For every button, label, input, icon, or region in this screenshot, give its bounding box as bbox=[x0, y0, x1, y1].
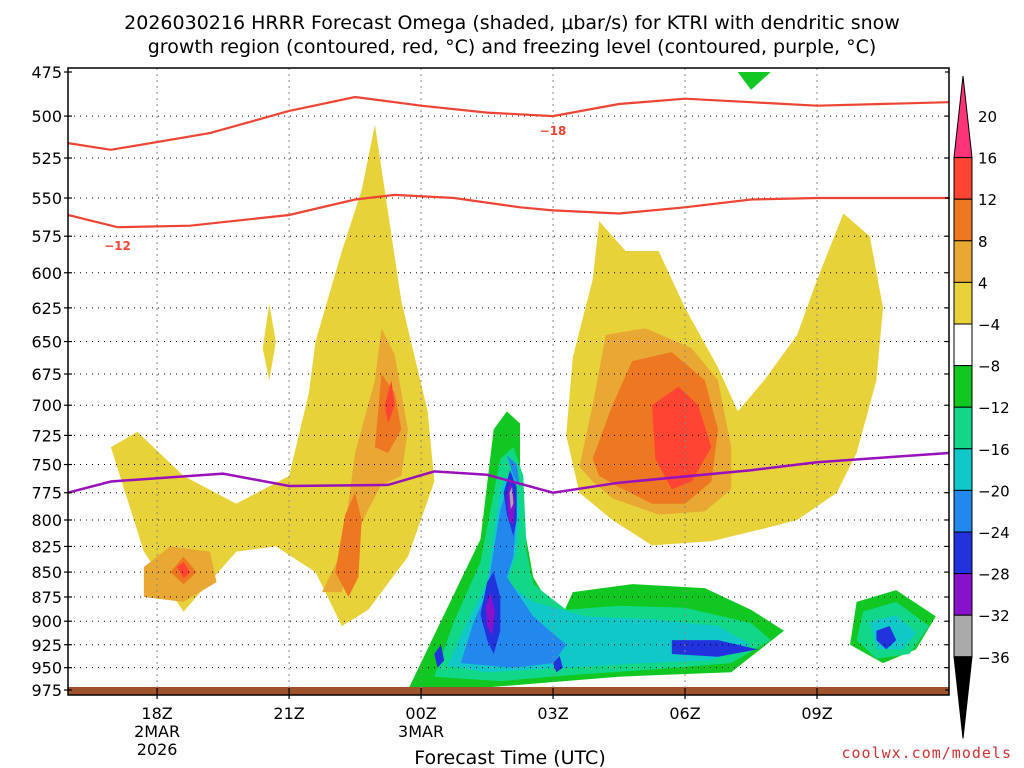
colorbar-swatch-8 bbox=[953, 448, 973, 491]
y-tick-label-800: 800 bbox=[31, 511, 62, 530]
omega-region-neg4-4 bbox=[543, 272, 563, 355]
omega-region-12-1 bbox=[335, 492, 362, 597]
chart-title-line-1: 2026030216 HRRR Forecast Omega (shaded, … bbox=[124, 12, 900, 34]
y-tick-label-700: 700 bbox=[31, 396, 62, 415]
y-tick-label-825: 825 bbox=[31, 537, 62, 556]
y-tick-label-475: 475 bbox=[31, 63, 62, 82]
x-tick-label-18Z-0: 18Z bbox=[141, 704, 172, 723]
x-tick-label-06Z-0: 06Z bbox=[669, 704, 700, 723]
colorbar-label-3: 8 bbox=[978, 233, 988, 251]
omega-region-neg24-5 bbox=[876, 626, 897, 650]
colorbar-swatch-10 bbox=[953, 531, 973, 575]
dendritic-contour-label-0: −18 bbox=[540, 124, 567, 138]
omega-region-4-1 bbox=[262, 303, 276, 381]
colorbar-label-12: −32 bbox=[978, 607, 1010, 625]
y-tick-label-900: 900 bbox=[31, 612, 62, 631]
y-tick-label-750: 750 bbox=[31, 456, 62, 475]
colorbar-label-2: 12 bbox=[978, 191, 997, 209]
y-tick-label-875: 875 bbox=[31, 588, 62, 607]
x-tick-label-09Z-0: 09Z bbox=[801, 704, 832, 723]
x-tick-label-00Z-0: 00Z bbox=[405, 704, 436, 723]
colorbar-swatch-4 bbox=[953, 281, 973, 325]
dendritic-contour-1 bbox=[68, 193, 949, 229]
dendritic-contour-label-1: −12 bbox=[104, 239, 131, 253]
omega-region-neg4-3 bbox=[487, 72, 580, 273]
colorbar-label-1: 16 bbox=[978, 150, 997, 168]
colorbar-label-6: −8 bbox=[978, 358, 1000, 376]
x-tick-label-03Z-0: 03Z bbox=[537, 704, 568, 723]
y-tick-label-950: 950 bbox=[31, 659, 62, 678]
y-tick-label-650: 650 bbox=[31, 333, 62, 352]
y-tick-label-625: 625 bbox=[31, 299, 62, 318]
y-tick-label-575: 575 bbox=[31, 227, 62, 246]
omega-region-neg28-1 bbox=[485, 592, 495, 636]
colorbar-swatch-12 bbox=[953, 614, 973, 658]
dendritic-label-bg-1 bbox=[103, 239, 134, 254]
omega-region-neg20-1 bbox=[506, 455, 520, 488]
dendritic-label-bg-0 bbox=[539, 124, 570, 139]
colorbar-swatch-6 bbox=[953, 365, 973, 408]
x-tick-label-00Z-1: 3MAR bbox=[398, 722, 444, 741]
colorbar-swatch-3 bbox=[953, 240, 973, 283]
omega-region-16-0 bbox=[176, 561, 191, 579]
credit-text: coolwx.com/models bbox=[841, 744, 1012, 762]
y-tick-label-500: 500 bbox=[31, 107, 62, 126]
colorbar-label-11: −28 bbox=[978, 566, 1010, 584]
colorbar-label-10: −24 bbox=[978, 524, 1010, 542]
omega-shading bbox=[104, 72, 949, 690]
colorbar-label-8: −16 bbox=[978, 441, 1010, 459]
freezing-level-line bbox=[68, 451, 949, 494]
chart-title-line-2: growth region (contoured, red, °C) and f… bbox=[148, 36, 877, 58]
colorbar-swatch-13 bbox=[953, 656, 973, 739]
omega-region-neg8-0 bbox=[737, 72, 771, 90]
colorbar-label-13: −36 bbox=[978, 649, 1010, 667]
omega-region-neg4-5 bbox=[619, 72, 771, 183]
omega-region-16-1 bbox=[384, 380, 395, 424]
colorbar-label-5: −4 bbox=[978, 316, 1000, 334]
colorbar-label-4: 4 bbox=[978, 274, 988, 292]
ground-surface bbox=[68, 687, 949, 695]
omega-region-neg24-4 bbox=[671, 640, 758, 657]
y-tick-label-975: 975 bbox=[31, 681, 62, 700]
colorbar-swatch-5 bbox=[953, 323, 973, 367]
grid-lines bbox=[68, 68, 949, 695]
colorbar-swatch-2 bbox=[953, 198, 973, 242]
colorbar-label-0: 20 bbox=[978, 108, 997, 126]
y-tick-label-925: 925 bbox=[31, 636, 62, 655]
y-tick-label-675: 675 bbox=[31, 365, 62, 384]
y-tick-label-725: 725 bbox=[31, 426, 62, 445]
colorbar-label-9: −20 bbox=[978, 482, 1010, 500]
y-tick-label-525: 525 bbox=[31, 149, 62, 168]
colorbar-swatch-9 bbox=[953, 489, 973, 533]
plot-area bbox=[68, 68, 949, 695]
x-tick-label-18Z-1: 2MAR bbox=[134, 722, 180, 741]
dendritic-contour-0 bbox=[68, 95, 949, 151]
omega-region-neg24-2 bbox=[434, 644, 445, 668]
x-tick-label-18Z-2: 2026 bbox=[137, 740, 178, 759]
contour-labels: −18 −12 bbox=[103, 124, 570, 254]
y-tick-label-600: 600 bbox=[31, 264, 62, 283]
omega-region-neg4-0 bbox=[104, 72, 111, 81]
plot-frame bbox=[67, 67, 950, 696]
colorbar-label-7: −12 bbox=[978, 399, 1010, 417]
x-axis-label: Forecast Time (UTC) bbox=[414, 747, 605, 768]
colorbar-swatch-11 bbox=[953, 573, 973, 616]
colorbar-swatch-0 bbox=[953, 75, 973, 159]
omega-region-neg4-7 bbox=[275, 638, 329, 684]
x-tick-label-21Z-0: 21Z bbox=[273, 704, 304, 723]
colorbar-swatch-1 bbox=[953, 157, 973, 200]
colorbar-swatch-7 bbox=[953, 406, 973, 450]
y-axis-pressure: 475 500 525 550 575 600 625 650 675 700 725 750 775 8… bbox=[31, 63, 949, 700]
colorbar-legend: 20 16 12 8 4 −4 −8 −12 −16 −20 −24 −28 −32 −36 bbox=[953, 75, 1010, 739]
y-tick-label-550: 550 bbox=[31, 189, 62, 208]
y-tick-label-775: 775 bbox=[31, 484, 62, 503]
y-tick-label-850: 850 bbox=[31, 563, 62, 582]
omega-region-16-2 bbox=[652, 386, 712, 490]
contour-lines bbox=[68, 95, 949, 494]
